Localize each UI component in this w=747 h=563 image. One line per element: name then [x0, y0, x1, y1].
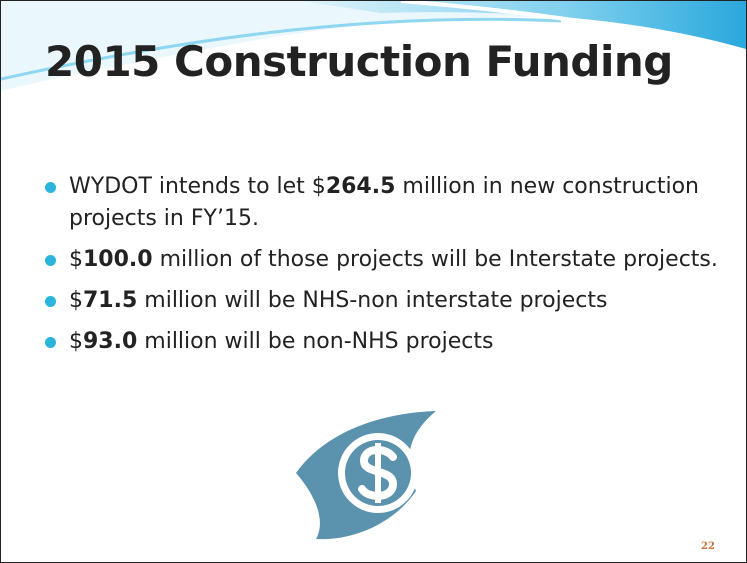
bullet-amount: 93.0 — [83, 329, 138, 354]
bullet-text: million will be NHS-non interstate proje… — [137, 288, 608, 313]
bullet-dot — [45, 182, 56, 193]
bullet-amount: 100.0 — [83, 247, 153, 272]
header-decoration — [1, 1, 746, 91]
bullet-text: million will be non-NHS projects — [137, 329, 494, 354]
bullet-text: $ — [69, 329, 83, 354]
bullet: $100.0 million of those projects will be… — [39, 244, 739, 276]
bullet-dot — [45, 296, 56, 307]
dollar-icon — [296, 411, 436, 540]
bullet-text: million of those projects will be Inters… — [152, 247, 718, 272]
bullet: $71.5 million will be NHS-non interstate… — [39, 285, 739, 317]
slide-title: 2015 Construction Funding — [45, 37, 673, 86]
bullet-amount: 71.5 — [83, 288, 138, 313]
bullet-text: $ — [69, 247, 83, 272]
bullet-text: $ — [69, 288, 83, 313]
page-number: 22 — [701, 541, 715, 552]
bullet-dot — [45, 255, 56, 266]
bullet-list: WYDOT intends to let $264.5 million in n… — [39, 171, 739, 367]
bullet: $93.0 million will be non-NHS projects — [39, 326, 739, 358]
bullet-text: million in new construction projects in … — [69, 174, 700, 231]
bullet-text: WYDOT intends to let $ — [69, 174, 326, 199]
bullet-amount: 264.5 — [325, 174, 396, 199]
bullet-dot — [45, 337, 56, 348]
bullet: WYDOT intends to let $264.5 million in n… — [39, 171, 739, 235]
